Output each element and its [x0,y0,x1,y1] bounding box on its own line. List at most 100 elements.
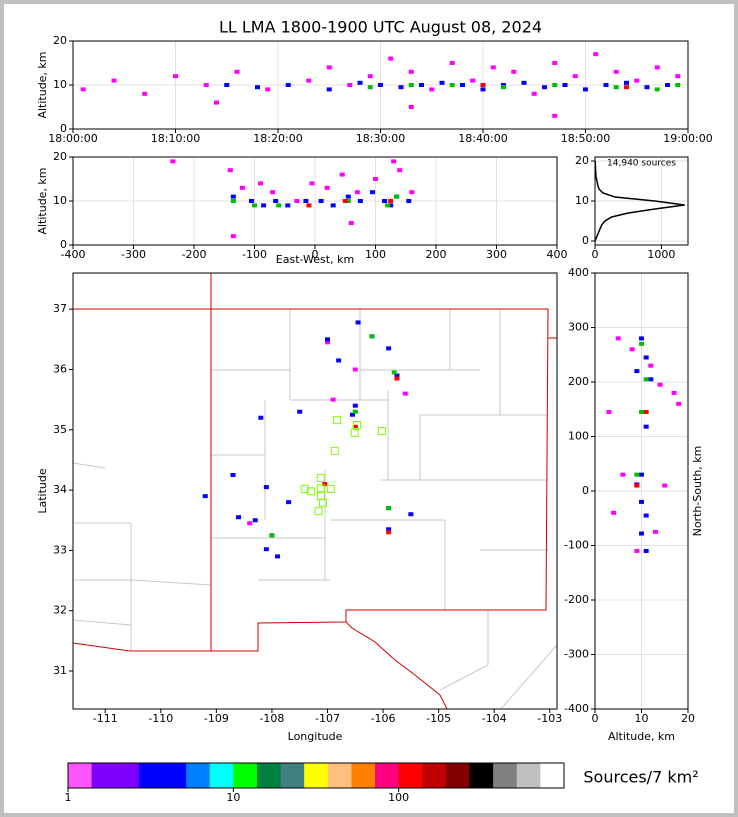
source-cluster [501,83,506,87]
source-cluster [406,199,412,203]
plot-area [73,273,557,709]
x-tick-label: -100 [242,248,267,261]
source-cluster [402,391,408,396]
source-cluster [247,521,253,526]
source-cluster [606,409,612,414]
source-cluster [318,199,324,203]
source-cluster [347,83,353,87]
y-axis-label: Altitude, km [36,51,49,118]
source-cluster [142,91,148,96]
source-cluster [230,234,236,239]
source-cluster [613,69,619,74]
x-tick-label: -300 [121,248,146,261]
source-cluster [348,221,354,225]
chart-title: LL LMA 1800-1900 UTC August 08, 2024 [219,18,542,37]
source-cluster [309,181,315,186]
source-cluster [227,168,233,173]
source-cluster [261,203,267,208]
source-cluster [624,85,629,90]
source-cluster [239,185,245,190]
source-cluster [675,83,681,87]
source-cluster [386,527,392,532]
source-cluster [439,80,445,85]
source-cluster [386,506,392,511]
x-tick-label: 200 [426,248,447,261]
state-border [73,273,557,709]
station [326,484,335,493]
source-cluster [367,74,373,79]
source-cluster [639,531,644,536]
source-cluster [408,512,414,517]
source-cluster [644,85,650,90]
x-tick-label: 1 [65,791,72,804]
source-cluster [355,320,361,325]
source-cluster [342,199,348,203]
x-tick-label: 18:10:00 [151,132,200,145]
source-cluster [170,159,176,164]
x-tick-label: 18:50:00 [561,132,610,145]
x-tick-label: 18:20:00 [253,132,302,145]
source-cluster [613,85,619,90]
source-cluster [330,397,336,402]
source-cluster [654,65,660,70]
x-tick-label: 0 [592,248,599,261]
y-tick-label: 20 [53,34,67,47]
colorbar-segment [68,763,93,788]
annotation: 14,940 sources [607,159,676,169]
source-cluster [634,548,640,553]
source-cluster [111,78,117,83]
source-cluster [657,382,663,387]
source-cluster [388,199,394,203]
colorbar-segment [115,763,140,788]
source-cluster [386,530,392,535]
source-cluster [263,547,269,552]
station [314,507,323,516]
source-cluster [276,203,282,208]
source-cluster [202,494,208,499]
source-cluster [449,83,455,87]
source-cluster [388,203,394,208]
source-cluster [643,377,649,382]
source-cluster [357,199,363,203]
source-cluster [173,74,178,79]
source-cluster [639,409,644,414]
x-tick-label: -109 [204,712,229,725]
axes-frame [594,156,689,246]
source-cluster [542,85,547,90]
source-cluster [480,87,486,92]
source-cluster [490,65,496,70]
station [330,446,339,455]
station [332,416,341,425]
source-cluster [643,409,649,414]
y-tick-label: 35 [53,423,67,436]
y-tick-label: 32 [53,604,67,617]
y-tick-label: 300 [568,321,589,334]
y-axis-label: North-South, km [691,446,704,537]
source-cluster [675,74,681,79]
source-cluster [214,100,219,105]
source-cluster [634,472,640,477]
source-cluster [306,203,312,208]
colorbar-segment [186,763,211,788]
y-tick-label: 0 [582,484,589,497]
source-cluster [258,415,264,420]
y-axis-label: Latitude [36,468,49,514]
source-cluster [252,518,258,523]
colorbar-segment [304,763,329,788]
y-tick-label: 10 [575,194,589,207]
source-cluster [398,85,404,90]
source-cluster [286,500,292,505]
x-tick-label: 1000 [647,248,675,261]
colorbar-segment [162,763,187,788]
colorbar-segment [233,763,258,788]
x-tick-label: 20 [681,712,695,725]
y-tick-label: 10 [53,78,67,91]
source-cluster [357,80,363,85]
source-cluster [325,340,331,345]
colorbar-segment [327,763,352,788]
x-tick-label: -108 [259,712,284,725]
x-tick-label: -105 [426,712,451,725]
line [595,160,685,242]
source-cluster [394,194,400,199]
